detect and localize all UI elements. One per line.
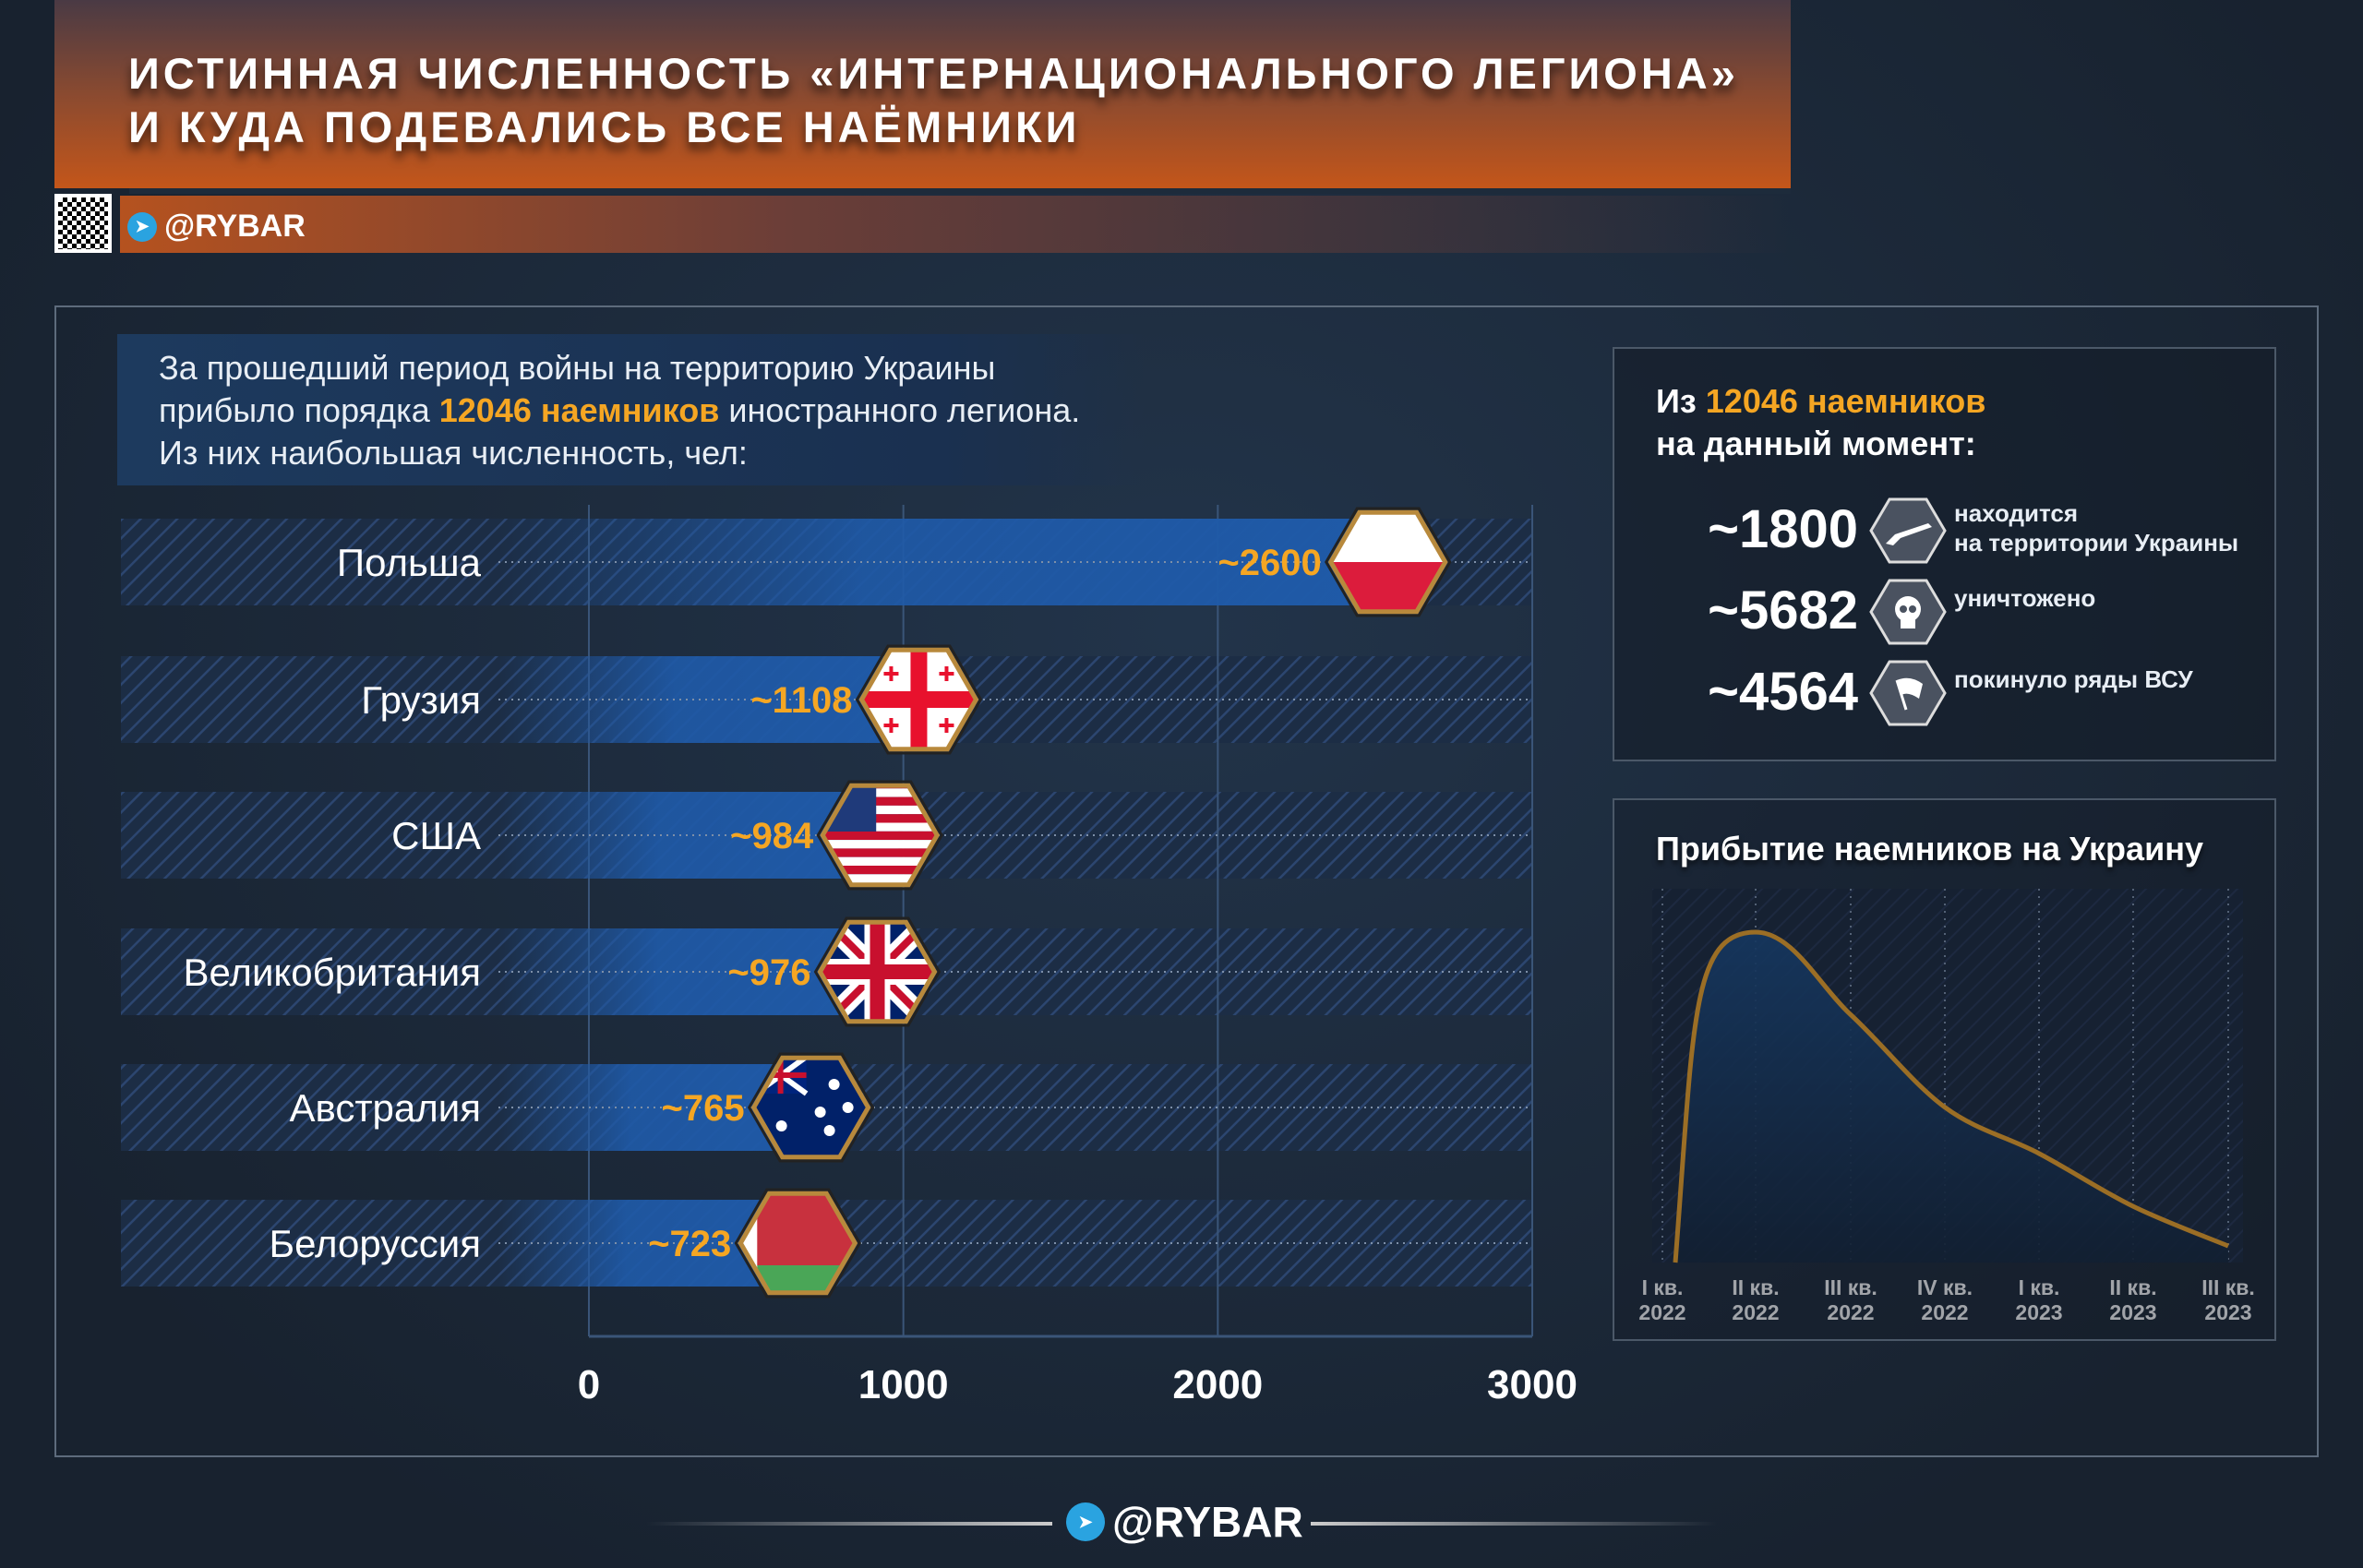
status-item-left: ~4564 покинуло ряды ВСУ: [1614, 655, 2278, 729]
status-title-text: на данный момент:: [1656, 425, 1976, 462]
telegram-icon: ➤: [127, 211, 157, 242]
brand-name: @RYBAR: [164, 209, 306, 244]
white-flag-icon: [1869, 660, 1947, 726]
intro-line-3: Из них наибольшая численность, чел:: [159, 434, 748, 472]
year-label: 2023: [2204, 1300, 2251, 1324]
year-label: 2023: [2109, 1300, 2156, 1324]
georgia-flag: [855, 644, 983, 755]
value-label: ~984: [730, 816, 814, 856]
main-frame: [54, 305, 2319, 1457]
x-tick-label: 2000: [1172, 1362, 1263, 1407]
category-label: Белоруссия: [270, 1222, 481, 1265]
brand-header: ➤ @RYBAR: [127, 209, 306, 245]
uk-flag: [813, 916, 942, 1027]
x-tick-label: 1000: [858, 1362, 949, 1407]
value-label: ~2600: [1217, 543, 1321, 583]
intro-line-1: За прошедший период войны на территорию …: [159, 349, 996, 387]
arrival-line: [1673, 929, 2229, 1263]
footer-brand-name: @RYBAR: [1112, 1498, 1303, 1546]
year-label: 2022: [1921, 1300, 1968, 1324]
value-label: ~976: [727, 952, 810, 993]
category-label: США: [391, 814, 481, 857]
area-fill: [1675, 932, 2228, 1263]
status-title-text: Из: [1656, 382, 1706, 420]
footer-line-left: [646, 1522, 1052, 1526]
brand-bar: [120, 196, 1791, 253]
x-tick-label: 3000: [1487, 1362, 1577, 1407]
quarter-label: IV кв.: [1917, 1275, 1973, 1299]
year-label: 2022: [1732, 1300, 1779, 1324]
status-label: уничтожено: [1954, 584, 2096, 612]
intro-text: иностранного легиона.: [719, 391, 1081, 429]
title-line-1: ИСТИННАЯ ЧИСЛЕННОСТЬ «ИНТЕРНАЦИОНАЛЬНОГО…: [128, 49, 1739, 98]
quarter-label: II кв.: [2109, 1275, 2156, 1299]
intro-box: За прошедший период войны на территорию …: [117, 334, 1146, 485]
status-panel: Из 12046 наемников на данный момент: ~180…: [1613, 347, 2276, 761]
status-title-highlight: 12046 наемников: [1705, 382, 1986, 420]
value-label: ~1108: [750, 680, 852, 721]
intro-text: прибыло порядка: [159, 391, 439, 429]
skull-icon: [1869, 579, 1947, 645]
rifle-icon: [1869, 497, 1947, 564]
status-item-destroyed: ~5682 уничтожено: [1614, 574, 2278, 648]
arrival-chart-title: Прибытие наемников на Украину: [1656, 830, 2203, 868]
quarter-label: II кв.: [1732, 1275, 1779, 1299]
category-label: Грузия: [361, 678, 481, 722]
category-label: Великобритания: [183, 951, 481, 994]
status-value: ~5682: [1708, 581, 1858, 640]
telegram-icon: ➤: [1066, 1502, 1105, 1541]
year-label: 2023: [2015, 1300, 2062, 1324]
quarter-label: III кв.: [2201, 1275, 2255, 1299]
status-title: Из 12046 наемников на данный момент:: [1656, 380, 1985, 465]
category-label: Польша: [337, 541, 482, 584]
australia-flag: [747, 1052, 875, 1163]
status-value: ~4564: [1708, 662, 1858, 722]
poland-flag: [1325, 507, 1452, 617]
year-label: 2022: [1827, 1300, 1874, 1324]
quarter-label: I кв.: [2019, 1275, 2060, 1299]
header-banner: ИСТИННАЯ ЧИСЛЕННОСТЬ «ИНТЕРНАЦИОНАЛЬНОГО…: [54, 0, 1791, 188]
intro-highlight: 12046 наемников: [438, 391, 720, 429]
status-label: на территории Украины: [1954, 529, 2239, 557]
footer-brand: ➤ @RYBAR: [1066, 1497, 1303, 1547]
status-value: ~1800: [1708, 499, 1858, 559]
quarter-label: I кв.: [1642, 1275, 1684, 1299]
footer-line-right: [1311, 1522, 1717, 1526]
value-label: ~765: [662, 1088, 745, 1129]
intro-line-2: прибыло порядка 12046 наемников иностран…: [159, 391, 1080, 430]
divider: [129, 188, 1791, 194]
status-label: покинуло ряды ВСУ: [1954, 665, 2193, 693]
quarter-label: III кв.: [1824, 1275, 1877, 1299]
title-line-2: И КУДА ПОДЕВАЛИСЬ ВСЕ НАЁМНИКИ: [128, 102, 1081, 151]
value-label: ~723: [648, 1224, 731, 1264]
belarus-flag: [734, 1188, 862, 1299]
qr-code: [54, 194, 112, 253]
status-item-in-ukraine: ~1800 находится на территории Украины: [1614, 493, 2278, 567]
category-label: Австралия: [289, 1086, 481, 1130]
x-tick-label: 0: [578, 1362, 600, 1407]
arrival-chart-panel: Прибытие наемников на Украину: [1613, 798, 2276, 1341]
year-label: 2022: [1638, 1300, 1685, 1324]
status-label: находится: [1954, 499, 2079, 527]
usa-flag: [816, 780, 943, 891]
